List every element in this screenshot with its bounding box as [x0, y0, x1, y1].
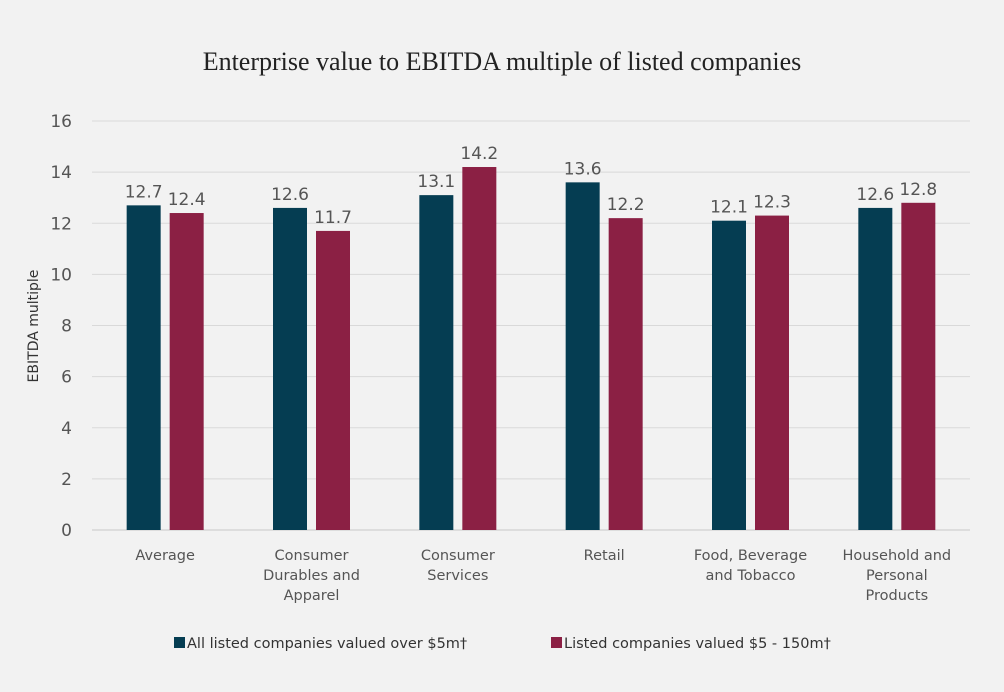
x-category-label: and Tobacco — [705, 568, 795, 584]
x-category-label: Personal — [866, 568, 928, 584]
data-label: 13.6 — [564, 159, 602, 179]
data-label: 12.1 — [710, 198, 748, 218]
bar — [712, 220, 746, 530]
bar — [755, 215, 789, 531]
x-category-label: Services — [427, 568, 488, 584]
bar — [126, 205, 161, 530]
legend: All listed companies valued over $5m† Lis… — [174, 636, 831, 652]
chart-title: Enterprise value to EBITDA multiple of l… — [203, 47, 802, 76]
x-category-label: Food, Beverage — [694, 548, 807, 564]
data-label: 14.2 — [460, 144, 498, 164]
data-label: 12.3 — [753, 193, 791, 213]
y-tick-label: 12 — [50, 214, 72, 234]
y-tick-label: 4 — [61, 419, 72, 439]
x-axis-categories: Average Consumer Durables and Apparel Consum… — [135, 548, 951, 604]
bar — [608, 218, 643, 530]
x-category-label: Consumer — [421, 548, 495, 564]
bar — [565, 182, 600, 530]
data-label: 12.8 — [899, 180, 937, 200]
x-category-label: Average — [135, 548, 195, 564]
bar — [169, 213, 204, 530]
y-tick-label: 14 — [50, 163, 72, 183]
data-label: 12.2 — [607, 195, 645, 215]
data-label: 12.6 — [856, 185, 894, 205]
data-label: 13.1 — [417, 172, 455, 192]
data-label: 11.7 — [314, 208, 352, 228]
legend-swatch — [551, 637, 562, 648]
data-label: 12.4 — [168, 190, 206, 210]
x-category-label: Retail — [584, 548, 625, 564]
legend-label: Listed companies valued $5 - 150m† — [564, 636, 831, 652]
x-category-label: Consumer — [275, 548, 349, 564]
y-tick-label: 16 — [50, 112, 72, 132]
data-labels: 12.7 12.4 12.611.713.114.213.612.2 12.1 12.3… — [125, 144, 938, 228]
y-axis-ticks: 0 2 4 6 8 10 12 14 16 — [50, 112, 72, 541]
data-label: 12.6 — [271, 185, 309, 205]
bar — [858, 207, 893, 530]
y-tick-label: 2 — [61, 470, 72, 490]
legend-swatch — [174, 637, 185, 648]
bar — [419, 195, 454, 530]
bar — [316, 230, 350, 530]
y-tick-label: 10 — [50, 265, 72, 285]
x-category-label: Apparel — [284, 588, 340, 604]
y-tick-label: 8 — [61, 317, 72, 337]
gridlines — [92, 120, 970, 531]
x-category-label: Products — [866, 588, 929, 604]
bar — [462, 167, 497, 530]
bars — [126, 167, 936, 531]
data-label: 12.7 — [125, 182, 163, 202]
x-category-label: Durables and — [263, 568, 360, 584]
y-tick-label: 0 — [61, 521, 72, 541]
y-tick-label: 6 — [61, 368, 72, 388]
bar — [273, 207, 307, 530]
bar — [901, 202, 936, 531]
y-axis-label: EBITDA multiple — [26, 270, 42, 383]
legend-label: All listed companies valued over $5m† — [187, 636, 467, 652]
x-category-label: Household and — [843, 548, 952, 564]
